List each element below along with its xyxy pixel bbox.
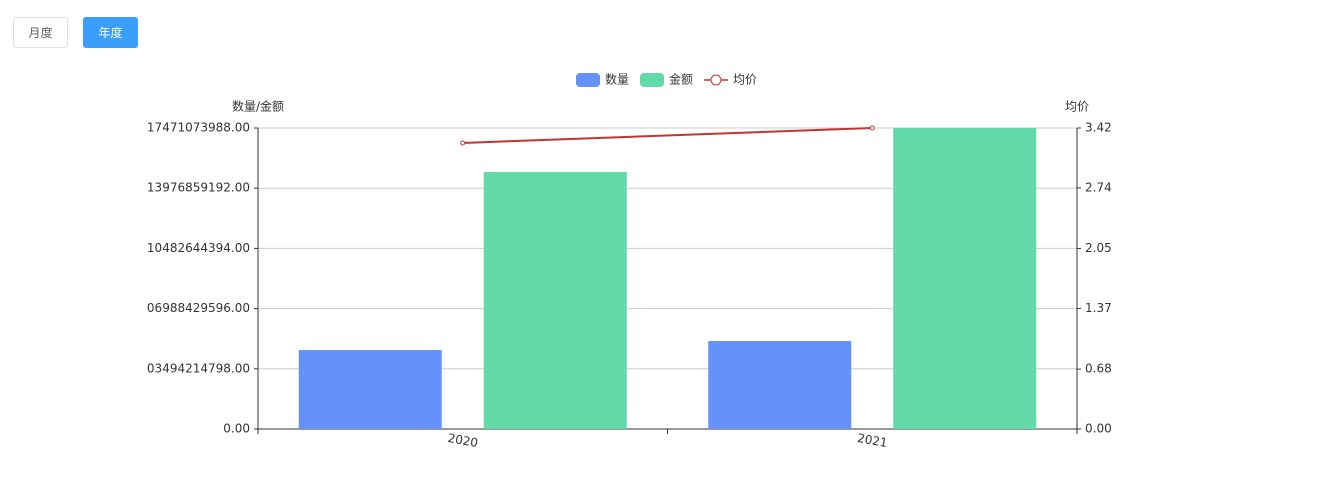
y2-tick-label: 1.37 [1085, 301, 1112, 315]
bar [298, 350, 442, 429]
line [462, 127, 873, 144]
bar [708, 340, 852, 429]
y-tick-label: 17471073988.00 [147, 121, 250, 135]
y2-axis-title: 均价 [1065, 100, 1089, 114]
point [869, 125, 875, 131]
point [460, 140, 466, 146]
bar [483, 172, 627, 429]
y-tick-label: 06988429596.00 [147, 301, 250, 315]
x-tick-label: 2020 [447, 431, 480, 450]
year-button[interactable]: 年度 [83, 17, 138, 48]
bar [893, 128, 1037, 429]
y-axis-title: 数量/金额 [232, 99, 284, 114]
legend-label: 金额 [669, 72, 693, 87]
y-tick-label: 13976859192.00 [147, 181, 250, 195]
y2-tick-label: 3.42 [1085, 121, 1112, 135]
legend-label: 数量 [605, 72, 629, 87]
y-tick-label: 0.00 [223, 422, 250, 436]
month-button[interactable]: 月度 [13, 17, 68, 48]
y2-tick-label: 0.68 [1085, 362, 1112, 376]
x-tick-label: 2021 [856, 431, 889, 450]
legend-swatch [710, 74, 722, 86]
y2-tick-label: 2.74 [1085, 180, 1112, 194]
y-tick-label: 10482644394.00 [147, 241, 250, 255]
y2-tick-label: 0.00 [1085, 422, 1112, 436]
legend-swatch [640, 73, 664, 87]
legend-swatch [576, 73, 600, 87]
y-tick-label: 03494214798.00 [147, 361, 250, 375]
legend-label: 均价 [733, 73, 757, 87]
y2-tick-label: 2.05 [1085, 241, 1112, 255]
